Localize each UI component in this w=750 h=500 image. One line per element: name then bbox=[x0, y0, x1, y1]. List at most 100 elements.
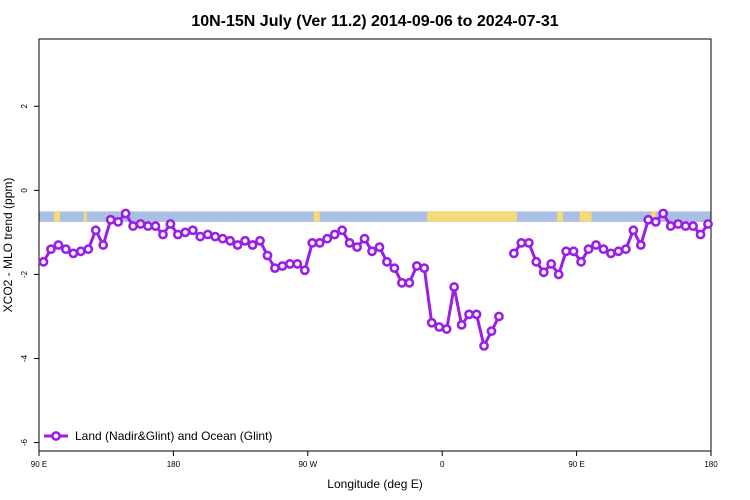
chart-title: 10N-15N July (Ver 11.2) 2014-09-06 to 20… bbox=[191, 13, 558, 30]
data-point bbox=[680, 221, 691, 231]
data-point bbox=[598, 244, 609, 255]
data-point bbox=[650, 216, 661, 227]
data-point bbox=[471, 309, 482, 320]
data-point bbox=[255, 235, 265, 246]
data-point bbox=[523, 237, 534, 248]
data-point bbox=[158, 229, 168, 240]
x-tick-label: 90 W bbox=[298, 460, 317, 469]
data-point bbox=[128, 221, 138, 231]
data-point bbox=[53, 240, 64, 250]
data-point bbox=[247, 240, 258, 250]
data-point bbox=[546, 259, 557, 269]
y-tick-label: 2 bbox=[20, 103, 29, 108]
data-point bbox=[90, 225, 101, 236]
data-point bbox=[135, 219, 146, 229]
data-point bbox=[240, 235, 250, 246]
data-point bbox=[46, 244, 56, 255]
data-point bbox=[292, 259, 303, 269]
data-point bbox=[202, 229, 213, 240]
data-point bbox=[337, 225, 348, 236]
data-point bbox=[105, 214, 116, 225]
legend-marker bbox=[51, 431, 61, 441]
data-point bbox=[628, 225, 639, 236]
data-point bbox=[270, 263, 280, 274]
data-point bbox=[464, 309, 474, 320]
data-point bbox=[143, 221, 153, 231]
data-point bbox=[404, 277, 415, 288]
data-point bbox=[665, 221, 676, 231]
data-point bbox=[643, 214, 654, 225]
y-tick-label: 0 bbox=[20, 188, 29, 193]
x-tick-label: 180 bbox=[167, 460, 181, 469]
data-point bbox=[187, 225, 198, 236]
land-segment bbox=[427, 211, 517, 222]
data-point bbox=[232, 240, 243, 250]
data-point bbox=[591, 240, 601, 250]
data-point bbox=[449, 282, 460, 292]
data-point bbox=[68, 248, 79, 259]
land-segment bbox=[53, 211, 60, 222]
data-point bbox=[374, 242, 385, 253]
data-point bbox=[479, 340, 489, 351]
data-point bbox=[382, 256, 392, 267]
data-point bbox=[38, 256, 49, 267]
land-segment bbox=[83, 211, 87, 222]
data-point bbox=[277, 261, 288, 271]
plot-frame bbox=[38, 38, 712, 452]
data-point bbox=[307, 237, 318, 248]
data-point bbox=[703, 219, 713, 229]
data-point bbox=[658, 208, 669, 219]
data-point bbox=[553, 269, 564, 280]
data-point bbox=[568, 246, 579, 257]
data-point bbox=[314, 237, 325, 248]
data-point bbox=[359, 233, 370, 244]
land-segment bbox=[579, 211, 592, 222]
data-point bbox=[284, 259, 295, 269]
data-point bbox=[60, 244, 71, 255]
data-point bbox=[583, 244, 594, 255]
data-point bbox=[165, 219, 176, 229]
data-point bbox=[322, 233, 333, 244]
data-point bbox=[426, 317, 437, 328]
data-point bbox=[120, 208, 131, 219]
data-point bbox=[434, 322, 445, 332]
data-point bbox=[441, 324, 452, 334]
data-point bbox=[613, 246, 624, 257]
data-point bbox=[576, 256, 586, 267]
data-point bbox=[329, 229, 340, 240]
x-axis-label: Longitude (deg E) bbox=[327, 477, 422, 491]
ocean-band bbox=[39, 211, 711, 222]
data-point bbox=[352, 242, 362, 253]
data-point bbox=[396, 277, 407, 288]
data-point bbox=[344, 237, 355, 248]
data-point bbox=[217, 233, 228, 244]
data-point bbox=[299, 265, 310, 276]
y-tick-label: -6 bbox=[20, 438, 29, 446]
data-point bbox=[210, 231, 221, 242]
data-point bbox=[172, 229, 183, 240]
data-point bbox=[508, 248, 519, 259]
data-point bbox=[456, 319, 467, 330]
data-point bbox=[538, 267, 549, 278]
legend-label: Land (Nadir&Glint) and Ocean (Glint) bbox=[75, 429, 272, 443]
x-tick-label: 0 bbox=[440, 460, 445, 469]
data-point bbox=[419, 263, 430, 274]
y-tick-label: -4 bbox=[20, 354, 29, 362]
data-point bbox=[98, 240, 109, 250]
data-point bbox=[411, 261, 422, 271]
data-point bbox=[83, 244, 94, 255]
land-segment bbox=[651, 211, 656, 222]
data-point bbox=[606, 248, 616, 259]
data-point bbox=[113, 216, 124, 227]
data-point bbox=[688, 221, 698, 231]
y-tick-label: -2 bbox=[20, 270, 29, 278]
data-point bbox=[195, 231, 206, 242]
land-segment bbox=[557, 211, 564, 222]
data-point bbox=[531, 256, 542, 267]
land-segment bbox=[313, 211, 320, 222]
data-point bbox=[635, 240, 646, 250]
x-tick-label: 180 bbox=[704, 460, 718, 469]
data-point bbox=[150, 221, 161, 231]
x-tick-label: 90 E bbox=[31, 460, 47, 469]
